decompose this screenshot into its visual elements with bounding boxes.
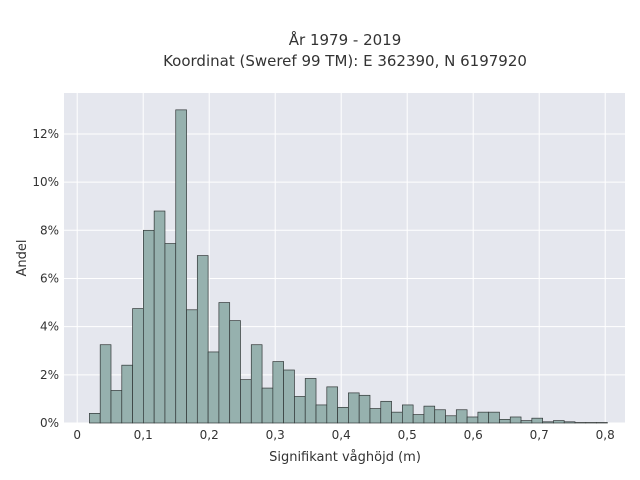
histogram-bar <box>229 320 241 424</box>
histogram-bar <box>348 392 360 424</box>
histogram-bar <box>466 416 479 424</box>
histogram-bar <box>272 361 284 424</box>
x-tick-label: 0,8 <box>596 428 615 442</box>
histogram-bar <box>369 408 382 424</box>
histogram-bar <box>520 420 533 424</box>
histogram-bar <box>455 409 468 424</box>
histogram-bar <box>477 411 490 424</box>
bar-series <box>89 109 608 424</box>
chart-title: År 1979 - 2019 <box>289 30 402 49</box>
histogram-bar <box>186 309 198 424</box>
histogram-bar <box>401 404 414 424</box>
y-tick-label: 12% <box>32 127 59 141</box>
y-tick-label: 2% <box>40 368 59 382</box>
y-axis-label: Andel <box>15 240 30 277</box>
y-tick-label: 0% <box>40 416 59 430</box>
histogram-bar <box>531 417 543 424</box>
histogram-bar <box>488 411 500 424</box>
x-tick-label: 0,7 <box>530 428 549 442</box>
histogram-bar <box>553 420 565 424</box>
y-tick-label: 10% <box>32 175 59 189</box>
histogram-bar <box>89 413 101 424</box>
histogram-bar <box>207 351 220 424</box>
histogram-bar <box>445 415 457 424</box>
histogram-bar <box>261 387 274 424</box>
histogram-bar <box>294 396 306 424</box>
histogram-bar <box>563 421 576 424</box>
x-tick-label: 0,6 <box>464 428 483 442</box>
histogram-bar <box>315 404 328 424</box>
x-tick-label: 0,2 <box>200 428 219 442</box>
histogram-bar <box>509 416 522 424</box>
histogram-bar <box>499 419 511 424</box>
histogram-bar <box>153 210 166 424</box>
histogram-bar <box>218 302 231 424</box>
histogram-bar <box>240 379 252 424</box>
histogram-bar <box>250 344 263 424</box>
y-tick-label: 8% <box>40 223 59 237</box>
histogram-bar <box>542 421 554 424</box>
histogram-bar <box>423 405 436 424</box>
histogram-bar <box>412 414 425 424</box>
y-axis-ticks: 0% 2% 4% 6% 8% 10% 12% <box>32 127 59 430</box>
x-axis-ticks: 0 0,1 0,2 0,3 0,4 0,5 0,6 0,7 0,8 <box>73 428 614 442</box>
y-tick-label: 4% <box>40 320 59 334</box>
histogram-bar <box>283 369 295 424</box>
histogram-bar <box>380 400 392 424</box>
x-tick-label: 0 <box>73 428 81 442</box>
histogram-bar <box>196 255 209 424</box>
x-tick-label: 0,5 <box>398 428 417 442</box>
histogram-bar <box>164 243 177 424</box>
x-axis-label: Signifikant våghöjd (m) <box>269 450 421 465</box>
histogram-bar <box>175 109 187 424</box>
histogram-bar <box>434 409 446 424</box>
x-tick-label: 0,1 <box>134 428 153 442</box>
histogram-bar <box>99 344 112 424</box>
histogram-bar <box>391 411 403 424</box>
histogram-bar <box>143 229 155 424</box>
histogram-bar <box>110 390 123 424</box>
x-tick-label: 0,4 <box>332 428 351 442</box>
chart-subtitle: Koordinat (Sweref 99 TM): E 362390, N 61… <box>163 52 527 70</box>
y-tick-label: 6% <box>40 271 59 285</box>
histogram-bar <box>326 386 338 424</box>
histogram-bar <box>304 378 317 424</box>
histogram-bar <box>132 308 144 424</box>
x-tick-label: 0,3 <box>266 428 285 442</box>
histogram-bar <box>337 406 349 424</box>
histogram-bar <box>358 394 371 424</box>
histogram-bar <box>121 364 133 424</box>
